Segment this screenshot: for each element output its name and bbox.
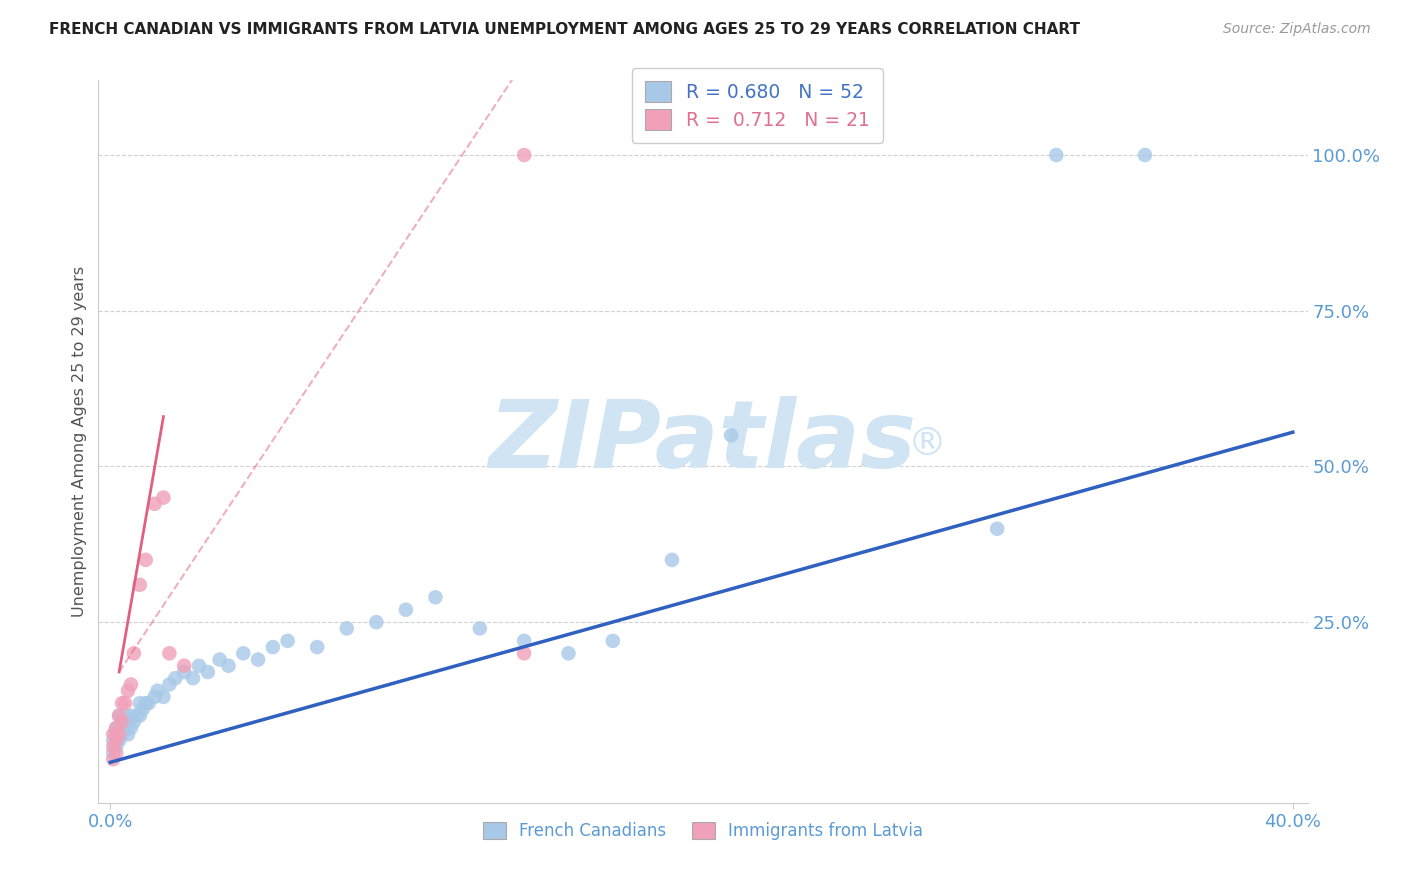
Point: [197, 665, 219, 679]
Point: [1045, 148, 1067, 162]
Point: [143, 690, 166, 704]
Point: [157, 646, 180, 660]
Point: [181, 671, 204, 685]
Point: [120, 721, 142, 735]
Point: [395, 603, 418, 617]
Point: [1133, 148, 1156, 162]
Point: [146, 683, 169, 698]
Point: [103, 739, 125, 754]
Point: [117, 714, 139, 729]
Text: ®: ®: [907, 425, 946, 463]
Point: [262, 640, 284, 654]
Point: [173, 665, 195, 679]
Point: [232, 646, 254, 660]
Point: [117, 727, 139, 741]
Point: [103, 727, 125, 741]
Point: [103, 733, 125, 747]
Point: [152, 690, 174, 704]
Point: [128, 696, 150, 710]
Point: [105, 739, 128, 754]
Point: [143, 497, 166, 511]
Point: [108, 721, 131, 735]
Point: [111, 696, 134, 710]
Point: [468, 621, 491, 635]
Point: [277, 633, 299, 648]
Point: [111, 714, 134, 729]
Point: [108, 727, 131, 741]
Point: [218, 658, 240, 673]
Point: [366, 615, 388, 630]
Text: Source: ZipAtlas.com: Source: ZipAtlas.com: [1223, 22, 1371, 37]
Point: [425, 591, 447, 605]
Point: [128, 578, 150, 592]
Point: [247, 652, 270, 666]
Point: [307, 640, 329, 654]
Text: FRENCH CANADIAN VS IMMIGRANTS FROM LATVIA UNEMPLOYMENT AMONG AGES 25 TO 29 YEARS: FRENCH CANADIAN VS IMMIGRANTS FROM LATVI…: [49, 22, 1080, 37]
Point: [138, 696, 160, 710]
Point: [122, 714, 145, 729]
Text: ZIPatlas: ZIPatlas: [489, 395, 917, 488]
Point: [152, 491, 174, 505]
Point: [120, 677, 142, 691]
Point: [103, 752, 125, 766]
Point: [986, 522, 1008, 536]
Point: [557, 646, 579, 660]
Point: [132, 702, 155, 716]
Point: [105, 721, 128, 735]
Point: [105, 733, 128, 747]
Point: [336, 621, 359, 635]
Point: [602, 633, 624, 648]
Point: [105, 727, 128, 741]
Point: [108, 708, 131, 723]
Point: [135, 553, 157, 567]
Point: [661, 553, 683, 567]
Point: [165, 671, 187, 685]
Point: [122, 646, 145, 660]
Point: [120, 708, 142, 723]
Point: [513, 148, 536, 162]
Point: [111, 727, 134, 741]
Point: [720, 428, 742, 442]
Point: [117, 683, 139, 698]
Point: [187, 658, 209, 673]
Point: [513, 633, 536, 648]
Point: [103, 746, 125, 760]
Point: [108, 708, 131, 723]
Point: [111, 714, 134, 729]
Point: [125, 708, 148, 723]
Y-axis label: Unemployment Among Ages 25 to 29 years: Unemployment Among Ages 25 to 29 years: [72, 266, 87, 617]
Point: [105, 721, 128, 735]
Point: [173, 658, 195, 673]
Point: [114, 696, 136, 710]
Point: [513, 646, 536, 660]
Point: [108, 733, 131, 747]
Point: [135, 696, 157, 710]
Legend: French Canadians, Immigrants from Latvia: French Canadians, Immigrants from Latvia: [474, 814, 932, 848]
Point: [114, 708, 136, 723]
Point: [105, 746, 128, 760]
Point: [114, 721, 136, 735]
Point: [208, 652, 231, 666]
Point: [128, 708, 150, 723]
Point: [157, 677, 180, 691]
